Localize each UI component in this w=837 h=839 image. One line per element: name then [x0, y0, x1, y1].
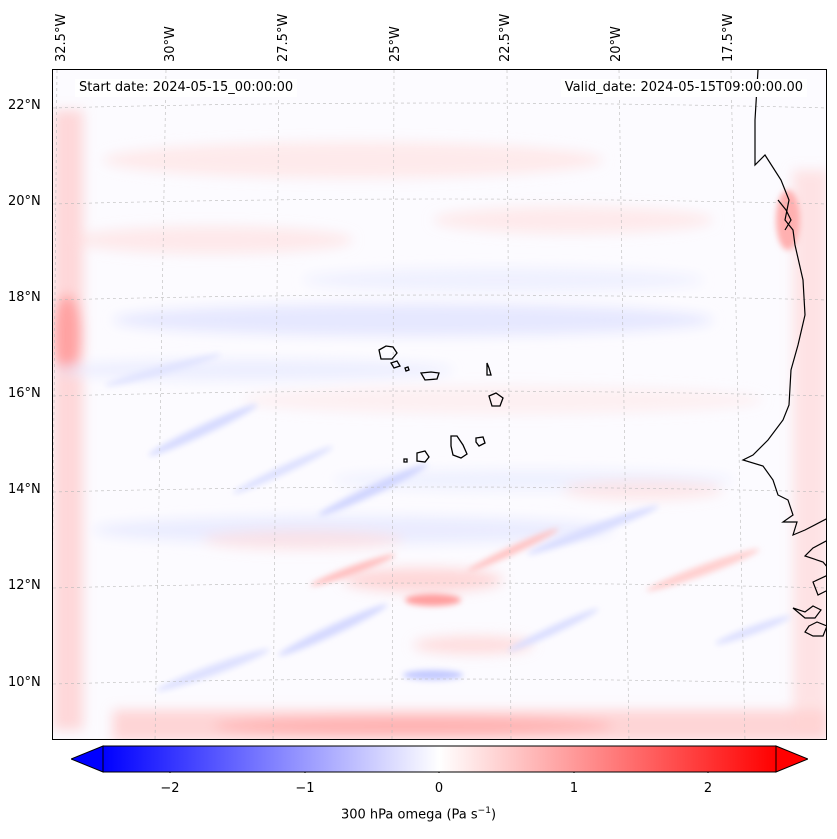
colorbar-tick-marks — [169, 772, 709, 773]
island-fogo — [416, 450, 430, 463]
colorbar-extend-min — [71, 745, 104, 773]
island-maio — [475, 436, 486, 447]
colorbar-tick-neg2: −2 — [160, 781, 180, 796]
colorbar-tick-1: 1 — [569, 781, 579, 796]
coastline — [741, 70, 826, 637]
lat-label-16n: 16°N — [8, 386, 41, 401]
omega-fine-streaks — [105, 190, 800, 692]
lon-label-22-5w: 22.5°W — [498, 13, 513, 62]
lon-label-30w: 30°W — [163, 26, 178, 62]
lat-label-10n: 10°N — [8, 675, 41, 690]
colorbar-tick-neg1: −1 — [295, 781, 315, 796]
island-santo-antao — [378, 345, 398, 360]
lon-label-20w: 20°W — [609, 26, 624, 62]
colorbar-tick-0: 0 — [434, 781, 444, 796]
island-boa-vista — [488, 392, 504, 407]
omega-broad-patches — [53, 110, 826, 739]
cape-verde-islands — [378, 345, 504, 463]
lat-label-22n: 22°N — [8, 98, 41, 113]
island-brava — [403, 458, 408, 463]
colorbar-extend-max — [775, 745, 808, 773]
lon-label-25w: 25°W — [388, 26, 403, 62]
island-sao-nicolau — [419, 371, 440, 381]
lat-label-20n: 20°N — [8, 194, 41, 209]
lon-label-32-5w: 32.5°W — [54, 13, 69, 62]
colorbar — [71, 745, 808, 773]
island-sao-vicente — [390, 360, 401, 369]
map-panel[interactable] — [52, 69, 827, 740]
island-santiago — [450, 435, 468, 459]
lat-label-14n: 14°N — [8, 482, 41, 497]
lat-label-18n: 18°N — [8, 290, 41, 305]
colorbar-gradient — [102, 745, 777, 773]
lon-label-17-5w: 17.5°W — [721, 13, 736, 62]
graticule — [53, 70, 826, 739]
island-santa-luzia — [404, 366, 410, 372]
island-sal — [486, 362, 492, 376]
lon-label-27-5w: 27.5°W — [276, 13, 291, 62]
valid-date-label: Valid_date: 2024-05-15T09:00:00.00 — [560, 79, 807, 97]
start-date-label: Start date: 2024-05-15_00:00:00 — [75, 79, 298, 97]
omega-field — [53, 70, 826, 739]
colorbar-tick-2: 2 — [703, 781, 713, 796]
colorbar-label: 300 hPa omega (Pa s−1) — [340, 806, 497, 823]
lat-label-12n: 12°N — [8, 578, 41, 593]
